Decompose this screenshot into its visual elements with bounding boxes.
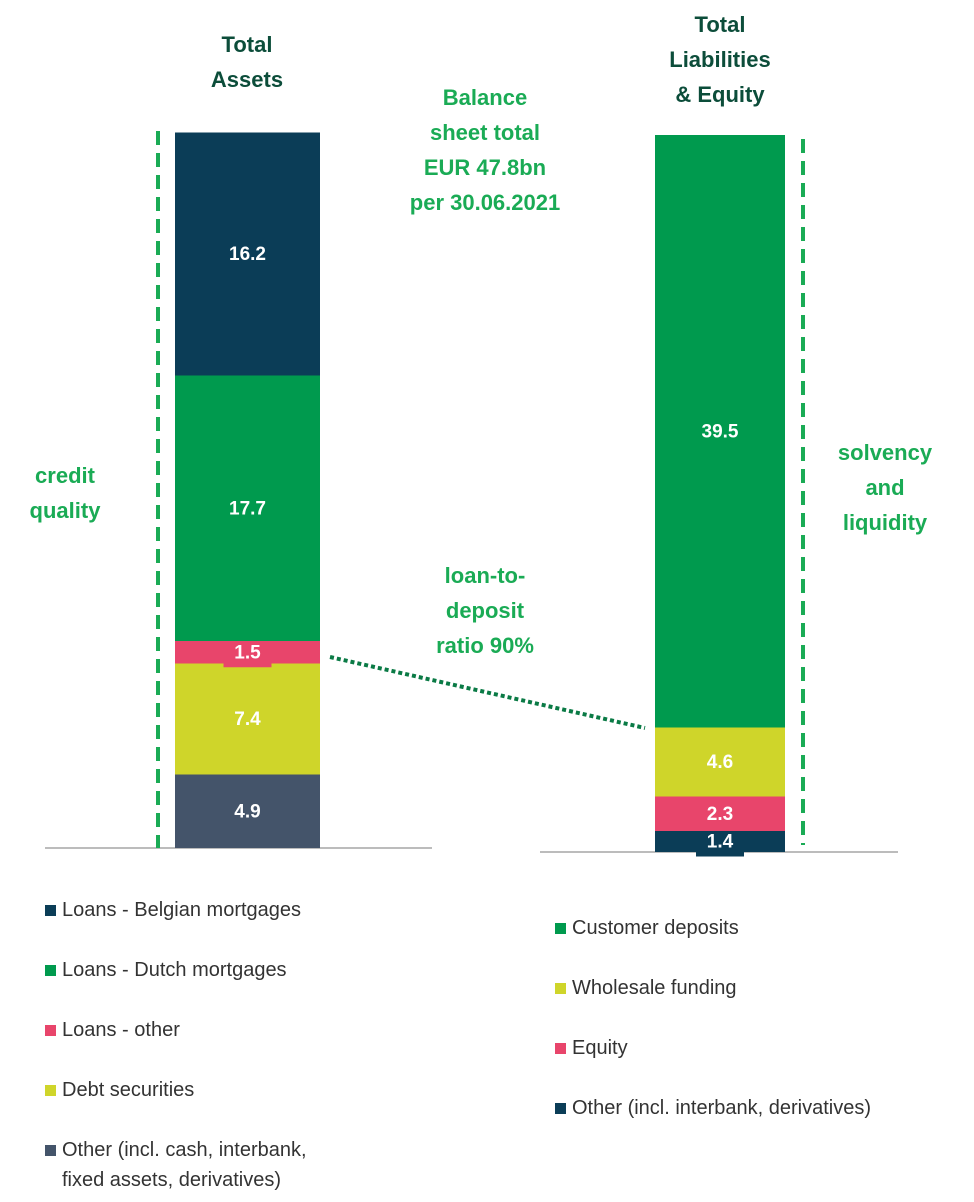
annotation: loan-to- deposit ratio 90% [436,563,534,658]
data-label: 16.2 [229,244,266,265]
data-label: 4.9 [234,801,260,822]
legend-label: Equity [572,1037,628,1059]
legend-swatch [555,1103,566,1114]
legend-swatch [45,965,56,976]
legend-item: Other (incl. cash, interbank, fixed asse… [45,1135,345,1195]
data-label: 17.7 [229,498,266,519]
bar-segment [655,796,785,831]
legend-swatch [555,1043,566,1054]
legend-swatch [555,983,566,994]
legend-item: Loans - Belgian mortgages [45,895,345,925]
data-label: 1.4 [707,832,734,853]
legend-item: Customer deposits [555,913,974,943]
annotation: Balance sheet total EUR 47.8bn per 30.06… [409,85,561,215]
label-background [696,826,744,857]
legend-item: Loans - other [45,1015,345,1045]
legend-item: Loans - Dutch mortgages [45,955,345,985]
data-label: 1.5 [234,642,261,663]
legend-label: Debt securities [62,1079,195,1101]
legend-label: Other (incl. cash, interbank, fixed asse… [62,1139,307,1191]
legend-swatch [45,1085,56,1096]
chart-title: Total Assets [210,32,284,92]
bar-segment [175,774,320,848]
legend-label: Loans - other [62,1019,180,1041]
legend-item: Debt securities [45,1075,345,1105]
legend-item: Other (incl. interbank, derivatives) [555,1093,974,1123]
connector-line [329,655,646,730]
legend-label: Loans - Belgian mortgages [62,899,302,921]
bar-segment [655,727,785,797]
annotation: solvency and liquidity [837,440,933,535]
legend-label: Loans - Dutch mortgages [62,959,287,981]
legend-swatch [45,1145,56,1156]
bar-segment [175,663,320,775]
data-label: 2.3 [707,804,733,825]
legend-label: Wholesale funding [572,977,737,999]
legend-swatch [45,905,56,916]
label-background [223,637,272,668]
bar-segment [175,132,320,376]
bar-segment [175,375,320,641]
chart-title: Total Liabilities & Equity [669,12,771,107]
legend-swatch [45,1025,56,1036]
data-label: 39.5 [702,421,739,442]
data-label: 7.4 [234,709,261,730]
legend-label: Customer deposits [572,917,739,939]
bar-segment [655,135,785,728]
legend-item: Equity [555,1033,974,1063]
legend-item: Wholesale funding [555,973,974,1003]
annotation: credit quality [29,463,101,523]
legend-swatch [555,923,566,934]
data-label: 4.6 [707,752,733,773]
legend-label: Other (incl. interbank, derivatives) [572,1097,872,1119]
